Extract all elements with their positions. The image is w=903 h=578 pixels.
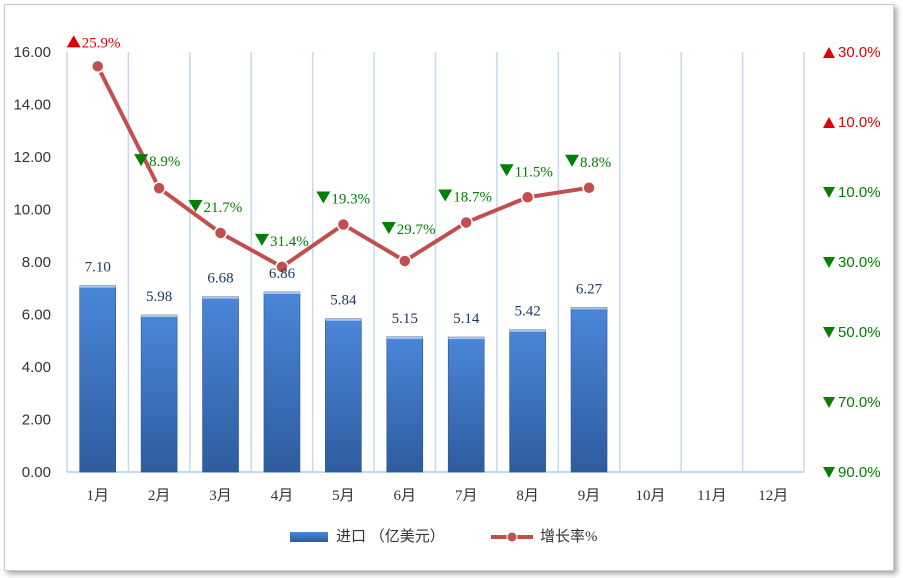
down-arrow-icon <box>823 257 835 268</box>
rate-value-label: 11.5% <box>515 164 553 180</box>
bar <box>140 314 178 473</box>
y-left-tick-label: 0.00 <box>22 464 51 481</box>
rate-value-label: 8.9% <box>149 154 180 170</box>
bar <box>263 291 301 473</box>
rate-value-label: 29.7% <box>397 222 436 238</box>
down-arrow-icon <box>823 397 835 408</box>
down-arrow-icon <box>254 233 269 246</box>
y-right-tick-label: 90.0% <box>838 464 881 481</box>
x-tick-label: 6月 <box>394 488 417 504</box>
x-tick-label: 7月 <box>455 488 478 504</box>
y-left-tick-label: 6.00 <box>22 307 51 324</box>
y-right-tick-label: 30.0% <box>838 254 881 271</box>
bar <box>570 307 608 473</box>
up-arrow-icon <box>823 117 835 128</box>
down-arrow-icon <box>438 189 453 202</box>
grid <box>66 52 805 473</box>
bar-value-label: 5.14 <box>453 311 480 327</box>
x-tick-label: 12月 <box>758 488 788 504</box>
growth-point <box>152 181 166 195</box>
y-left-tick-label: 2.00 <box>22 412 51 429</box>
bar-value-label: 6.86 <box>269 266 296 282</box>
growth-point <box>459 215 473 230</box>
bar <box>79 285 117 473</box>
y-right-tick-label: 10.0% <box>838 184 881 201</box>
y-right-tick-label: 50.0% <box>838 324 881 341</box>
growth-point <box>90 59 105 74</box>
down-arrow-icon <box>823 187 835 198</box>
bar-value-label: 6.68 <box>207 271 233 287</box>
x-tick-label: 10月 <box>635 488 665 504</box>
bar <box>447 336 485 473</box>
bar-value-label: 5.98 <box>146 289 172 305</box>
legend-line-marker <box>506 531 518 543</box>
x-tick-label: 11月 <box>697 488 726 504</box>
y-left-tick-label: 8.00 <box>22 254 51 271</box>
up-arrow-icon <box>823 47 835 58</box>
down-arrow-icon <box>565 154 580 167</box>
y-left-tick-label: 12.00 <box>13 149 51 166</box>
y-right-tick-label: 10.0% <box>838 114 881 131</box>
rate-value-label: 8.8% <box>580 155 611 171</box>
x-tick-label: 3月 <box>209 488 232 504</box>
x-tick-label: 1月 <box>86 488 109 504</box>
bars <box>79 285 608 473</box>
y-right-tick-label: 30.0% <box>838 44 881 61</box>
y-left-tick-label: 14.00 <box>13 97 51 114</box>
bar <box>325 318 362 473</box>
down-arrow-icon <box>188 199 203 212</box>
x-tick-label: 5月 <box>332 488 355 504</box>
bar-value-label: 5.42 <box>515 304 541 320</box>
down-arrow-icon <box>499 164 514 177</box>
legend-label-import: 进口 （亿美元） <box>336 528 445 545</box>
legend-label-growth: 增长率% <box>540 528 598 545</box>
chart-frame <box>4 4 894 571</box>
x-tick-label: 9月 <box>578 488 601 504</box>
legend: 进口 （亿美元） 增长率% <box>290 528 598 545</box>
rate-value-label: 21.7% <box>204 200 243 216</box>
growth-point <box>398 254 412 268</box>
data-labels: 7.10 5.98 6.68 6.86 5.84 5.15 5.14 5.42 6.27 25.9… <box>66 35 611 327</box>
growth-point <box>336 217 351 232</box>
down-arrow-icon <box>823 327 835 338</box>
bar-value-label: 5.15 <box>392 311 418 327</box>
legend-bar-swatch <box>290 532 328 542</box>
x-tick-label: 4月 <box>271 488 294 504</box>
rate-value-label: 31.4% <box>270 234 309 250</box>
bar <box>509 329 546 473</box>
y-left-tick-label: 10.00 <box>13 202 51 219</box>
rate-value-label: 18.7% <box>453 189 492 205</box>
growth-point <box>275 260 289 274</box>
bar <box>202 296 239 473</box>
down-arrow-icon <box>381 221 396 234</box>
bar-value-label: 5.84 <box>330 293 357 309</box>
down-arrow-icon <box>316 191 331 204</box>
down-arrow-icon <box>134 154 149 167</box>
x-tick-label: 8月 <box>516 488 539 504</box>
rate-value-label: 19.3% <box>331 192 370 208</box>
growth-point <box>213 226 228 240</box>
bar-value-label: 7.10 <box>85 260 111 276</box>
down-arrow-icon <box>823 467 835 478</box>
axes: 0.00 2.00 4.00 6.00 8.00 10.00 12.00 14.00 16.00… <box>13 44 880 504</box>
growth-point <box>520 190 535 204</box>
growth-point <box>582 181 596 195</box>
y-right-tick-label: 70.0% <box>838 394 881 411</box>
y-left-tick-label: 16.00 <box>13 44 51 61</box>
bar-value-label: 6.27 <box>576 281 603 297</box>
bar <box>386 336 424 473</box>
x-tick-label: 2月 <box>148 488 171 504</box>
up-arrow-icon <box>66 35 81 48</box>
y-left-tick-label: 4.00 <box>22 359 51 376</box>
rate-value-label: 25.9% <box>82 35 121 51</box>
growth-line <box>90 59 596 274</box>
